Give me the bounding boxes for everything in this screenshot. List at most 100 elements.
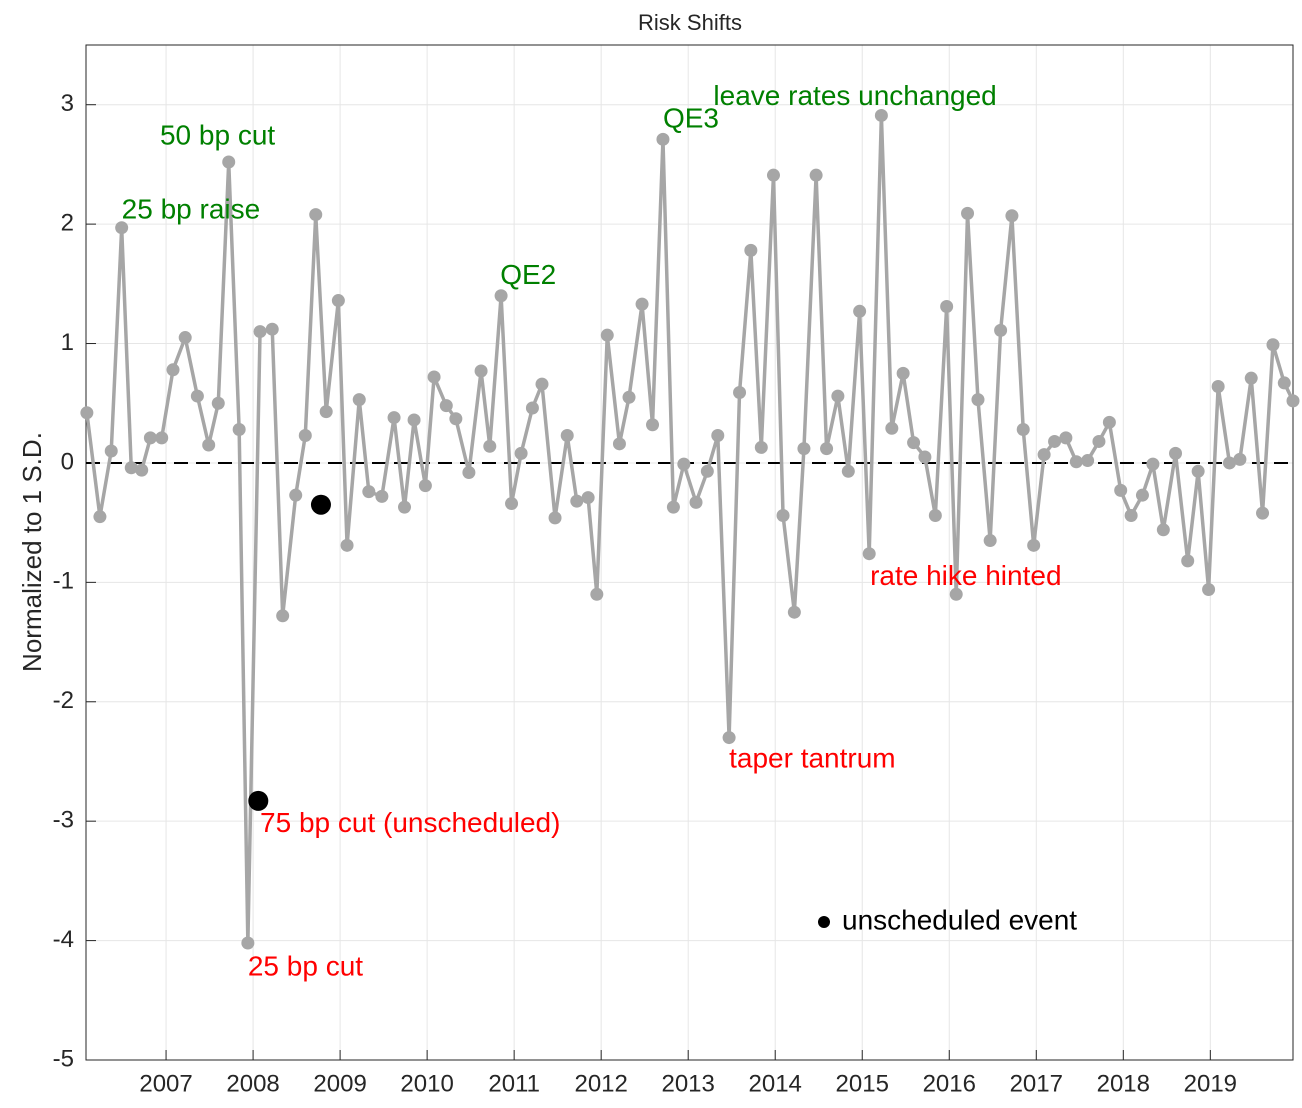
point [961,206,975,220]
point [241,936,255,950]
point [298,428,312,442]
y-tick-label: -5 [53,1045,74,1072]
x-tick-label: 2015 [836,1070,889,1097]
annotation: QE3 [663,103,719,134]
point [754,440,768,454]
plot-frame [85,44,1294,1061]
point [918,450,932,464]
x-tick-label: 2019 [1184,1070,1237,1097]
point [178,331,192,345]
point [548,511,562,525]
point [1114,483,1128,497]
point [1124,508,1138,522]
point [949,587,963,601]
point [289,488,303,502]
point [744,243,758,257]
point [666,500,680,514]
x-tick-label: 2014 [749,1070,802,1097]
y-tick-label: -3 [53,807,74,834]
point [222,155,236,169]
point [733,385,747,399]
point [1027,538,1041,552]
point [190,389,204,403]
x-tick-label: 2010 [400,1070,453,1097]
point [340,538,354,552]
x-tick-label: 2012 [574,1070,627,1097]
point [331,294,345,308]
x-tick-label: 2007 [139,1070,192,1097]
y-tick-label: -4 [53,926,74,953]
point [1211,380,1225,394]
y-tick-label: 2 [61,209,74,236]
point [407,413,421,427]
point [474,364,488,378]
point [505,497,519,511]
point [166,363,180,377]
x-tick-label: 2017 [1010,1070,1063,1097]
point [202,438,216,452]
point [535,377,549,391]
x-tick-label: 2018 [1097,1070,1150,1097]
annotation: 25 bp raise [122,193,261,224]
chart-title: Risk Shifts [638,10,742,35]
x-tick-label: 2013 [661,1070,714,1097]
point [462,465,476,479]
point [135,463,149,477]
point [1202,583,1216,597]
point [525,401,539,415]
point [352,393,366,407]
point [797,442,811,456]
point [994,323,1008,337]
point [971,393,985,407]
y-tick-label: -2 [53,687,74,714]
point [776,508,790,522]
point [722,731,736,745]
y-axis-label: Normalized to 1 S.D. [17,432,47,672]
point [104,444,118,458]
point [1146,457,1160,471]
point [820,442,834,456]
x-tick-label: 2011 [488,1070,540,1097]
point [1016,423,1030,437]
unscheduled-point [248,790,269,811]
annotation: 75 bp cut (unscheduled) [260,807,560,838]
point [787,605,801,619]
point [612,437,626,451]
point [276,609,290,623]
point [646,418,660,432]
point [1059,431,1073,445]
point [319,405,333,419]
point [309,208,323,222]
point [677,457,691,471]
point [1069,455,1083,469]
point [841,464,855,478]
point [600,328,614,342]
point [711,428,725,442]
point [1222,456,1236,470]
point [896,366,910,380]
annotation: 25 bp cut [248,950,363,981]
y-tick-label: 0 [61,448,74,475]
y-tick-label: 3 [61,90,74,117]
legend: unscheduled event [818,904,1077,935]
point [449,412,463,426]
point [907,436,921,450]
point [590,587,604,601]
point [622,390,636,404]
point [1037,448,1051,462]
point [1256,506,1270,520]
point [115,221,129,235]
point [570,494,584,508]
point [635,297,649,311]
series-line [85,113,1295,945]
point [928,508,942,522]
point [809,168,823,182]
point [1135,488,1149,502]
point [1102,415,1116,429]
annotation: QE2 [500,259,556,290]
point [427,370,441,384]
point [1191,464,1205,478]
point [1286,394,1300,408]
